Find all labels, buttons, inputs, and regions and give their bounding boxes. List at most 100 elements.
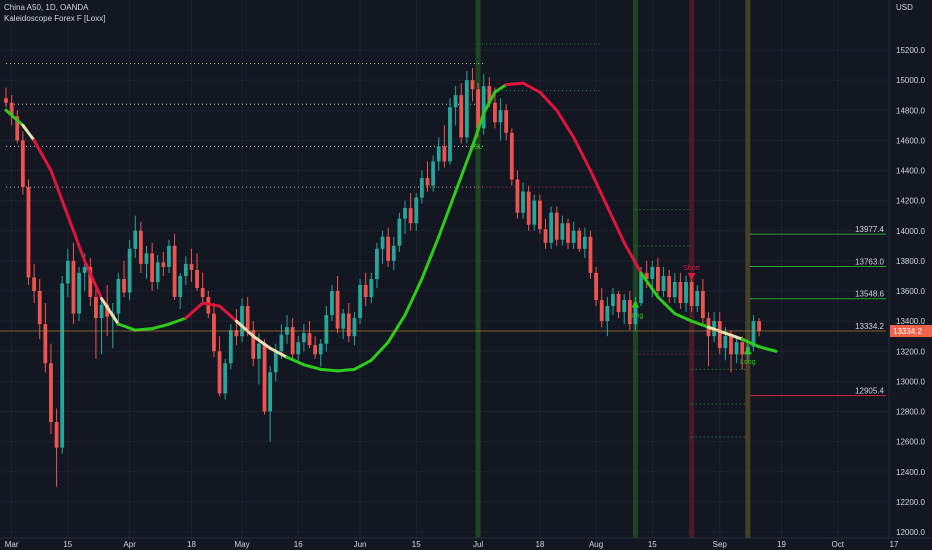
candle-body	[453, 95, 458, 108]
ma-segment	[150, 322, 171, 331]
candle-body	[566, 223, 570, 243]
candle-body	[105, 304, 110, 317]
candle-body	[155, 262, 160, 282]
time-tick-label: 18	[535, 540, 544, 549]
candle-body	[245, 306, 250, 331]
candle-body	[464, 80, 469, 138]
price-tick-label: 14600.0	[896, 136, 925, 145]
candle-body	[133, 230, 138, 249]
candle-body	[380, 236, 385, 249]
candle-body	[627, 300, 632, 325]
ma-segment	[100, 297, 120, 326]
symbol-title[interactable]: China A50, 1D, OANDA	[4, 3, 89, 12]
signal-bands	[475, 0, 751, 538]
candle-body	[526, 191, 531, 225]
candle-body	[616, 294, 621, 313]
candle-body	[352, 318, 357, 337]
current-price-label: 13334.2	[893, 327, 922, 336]
ma-segment	[403, 277, 424, 317]
price-tick-label: 15000.0	[896, 76, 925, 85]
price-axis[interactable]: USD 12000.0 12200.0 12400.0 12600.0 12800.0 13…	[888, 0, 932, 550]
candle-body	[538, 200, 542, 230]
candle-body	[684, 281, 688, 304]
ma-segment	[707, 325, 727, 335]
candle-body	[436, 146, 441, 162]
candle-body	[594, 272, 598, 301]
ma-segment	[639, 271, 660, 299]
candle-body	[268, 372, 273, 412]
candle-body	[150, 253, 155, 282]
ma-segment	[605, 205, 626, 245]
candle-body	[183, 263, 188, 276]
ma-segment	[83, 259, 104, 301]
ma-segment	[32, 138, 53, 172]
ma-segment	[66, 214, 87, 263]
price-tick-label: 14200.0	[896, 197, 925, 206]
ma-segment	[656, 295, 677, 316]
ma-segment	[218, 304, 238, 323]
candle-body	[71, 260, 76, 314]
ma-segment	[493, 83, 508, 94]
ma-segment	[482, 90, 497, 115]
candle-body	[217, 351, 222, 394]
candle-body	[358, 284, 362, 319]
candle-body	[262, 343, 267, 412]
candle-body	[729, 336, 733, 355]
time-axis[interactable]: Mar 15 Apr 18 May 16 Jun 15 Jul 18 Aug 15 Sep 19 Oct 17	[0, 537, 932, 549]
signal-band	[632, 0, 638, 538]
candle-body	[661, 275, 666, 291]
ma-segment	[690, 319, 710, 329]
candle-body	[560, 223, 565, 240]
candle-body	[391, 245, 396, 261]
price-tick-label: 12400.0	[896, 468, 925, 477]
candle-body	[273, 351, 278, 373]
candle-body	[667, 275, 672, 298]
candle-body	[611, 294, 615, 307]
candle-body	[49, 363, 53, 423]
ma-segment	[521, 81, 542, 94]
candle-body	[301, 333, 306, 343]
candle-body	[212, 313, 216, 352]
ma-segment	[588, 169, 609, 209]
time-tick-label: May	[234, 540, 249, 549]
price-axis-background	[889, 0, 932, 550]
price-tick-label: 12200.0	[896, 498, 925, 507]
ma-segment	[352, 358, 373, 371]
candle-body	[751, 321, 756, 347]
candle-body	[251, 330, 256, 359]
trade-signals: SL Long Short Long	[474, 144, 756, 366]
candle-body	[26, 187, 31, 278]
candle-body	[88, 266, 93, 298]
candle-body	[717, 321, 722, 349]
chart-grid	[0, 0, 895, 538]
candle-body	[599, 300, 604, 322]
price-tick-label: 14400.0	[896, 167, 925, 176]
candle-body	[498, 110, 503, 123]
time-tick-label: 15	[648, 540, 657, 549]
ma-segment	[555, 108, 576, 139]
ma-segment	[268, 346, 289, 359]
candle-body	[554, 212, 559, 240]
time-tick-label: 15	[412, 540, 421, 549]
candle-body	[650, 266, 655, 279]
candle-body	[346, 313, 351, 337]
signal-band	[745, 0, 751, 538]
candle-body	[223, 363, 228, 394]
time-tick-label: Aug	[589, 540, 603, 549]
indicator-title[interactable]: Kaleidoscope Forex F [Loxx]	[4, 14, 106, 23]
candle-body	[307, 333, 312, 346]
candle-body	[369, 278, 374, 298]
candle-body	[77, 272, 81, 314]
candle-body	[419, 178, 424, 198]
candle-body	[9, 102, 14, 117]
time-tick-label: Apr	[123, 540, 136, 549]
candle-body	[695, 291, 700, 307]
candle-body	[386, 236, 391, 261]
ma-segment	[740, 337, 761, 349]
candle-body	[200, 287, 205, 298]
candle-body	[363, 284, 368, 298]
candle-body	[318, 343, 323, 355]
candle-body	[656, 266, 660, 291]
ma-segment	[133, 327, 154, 332]
